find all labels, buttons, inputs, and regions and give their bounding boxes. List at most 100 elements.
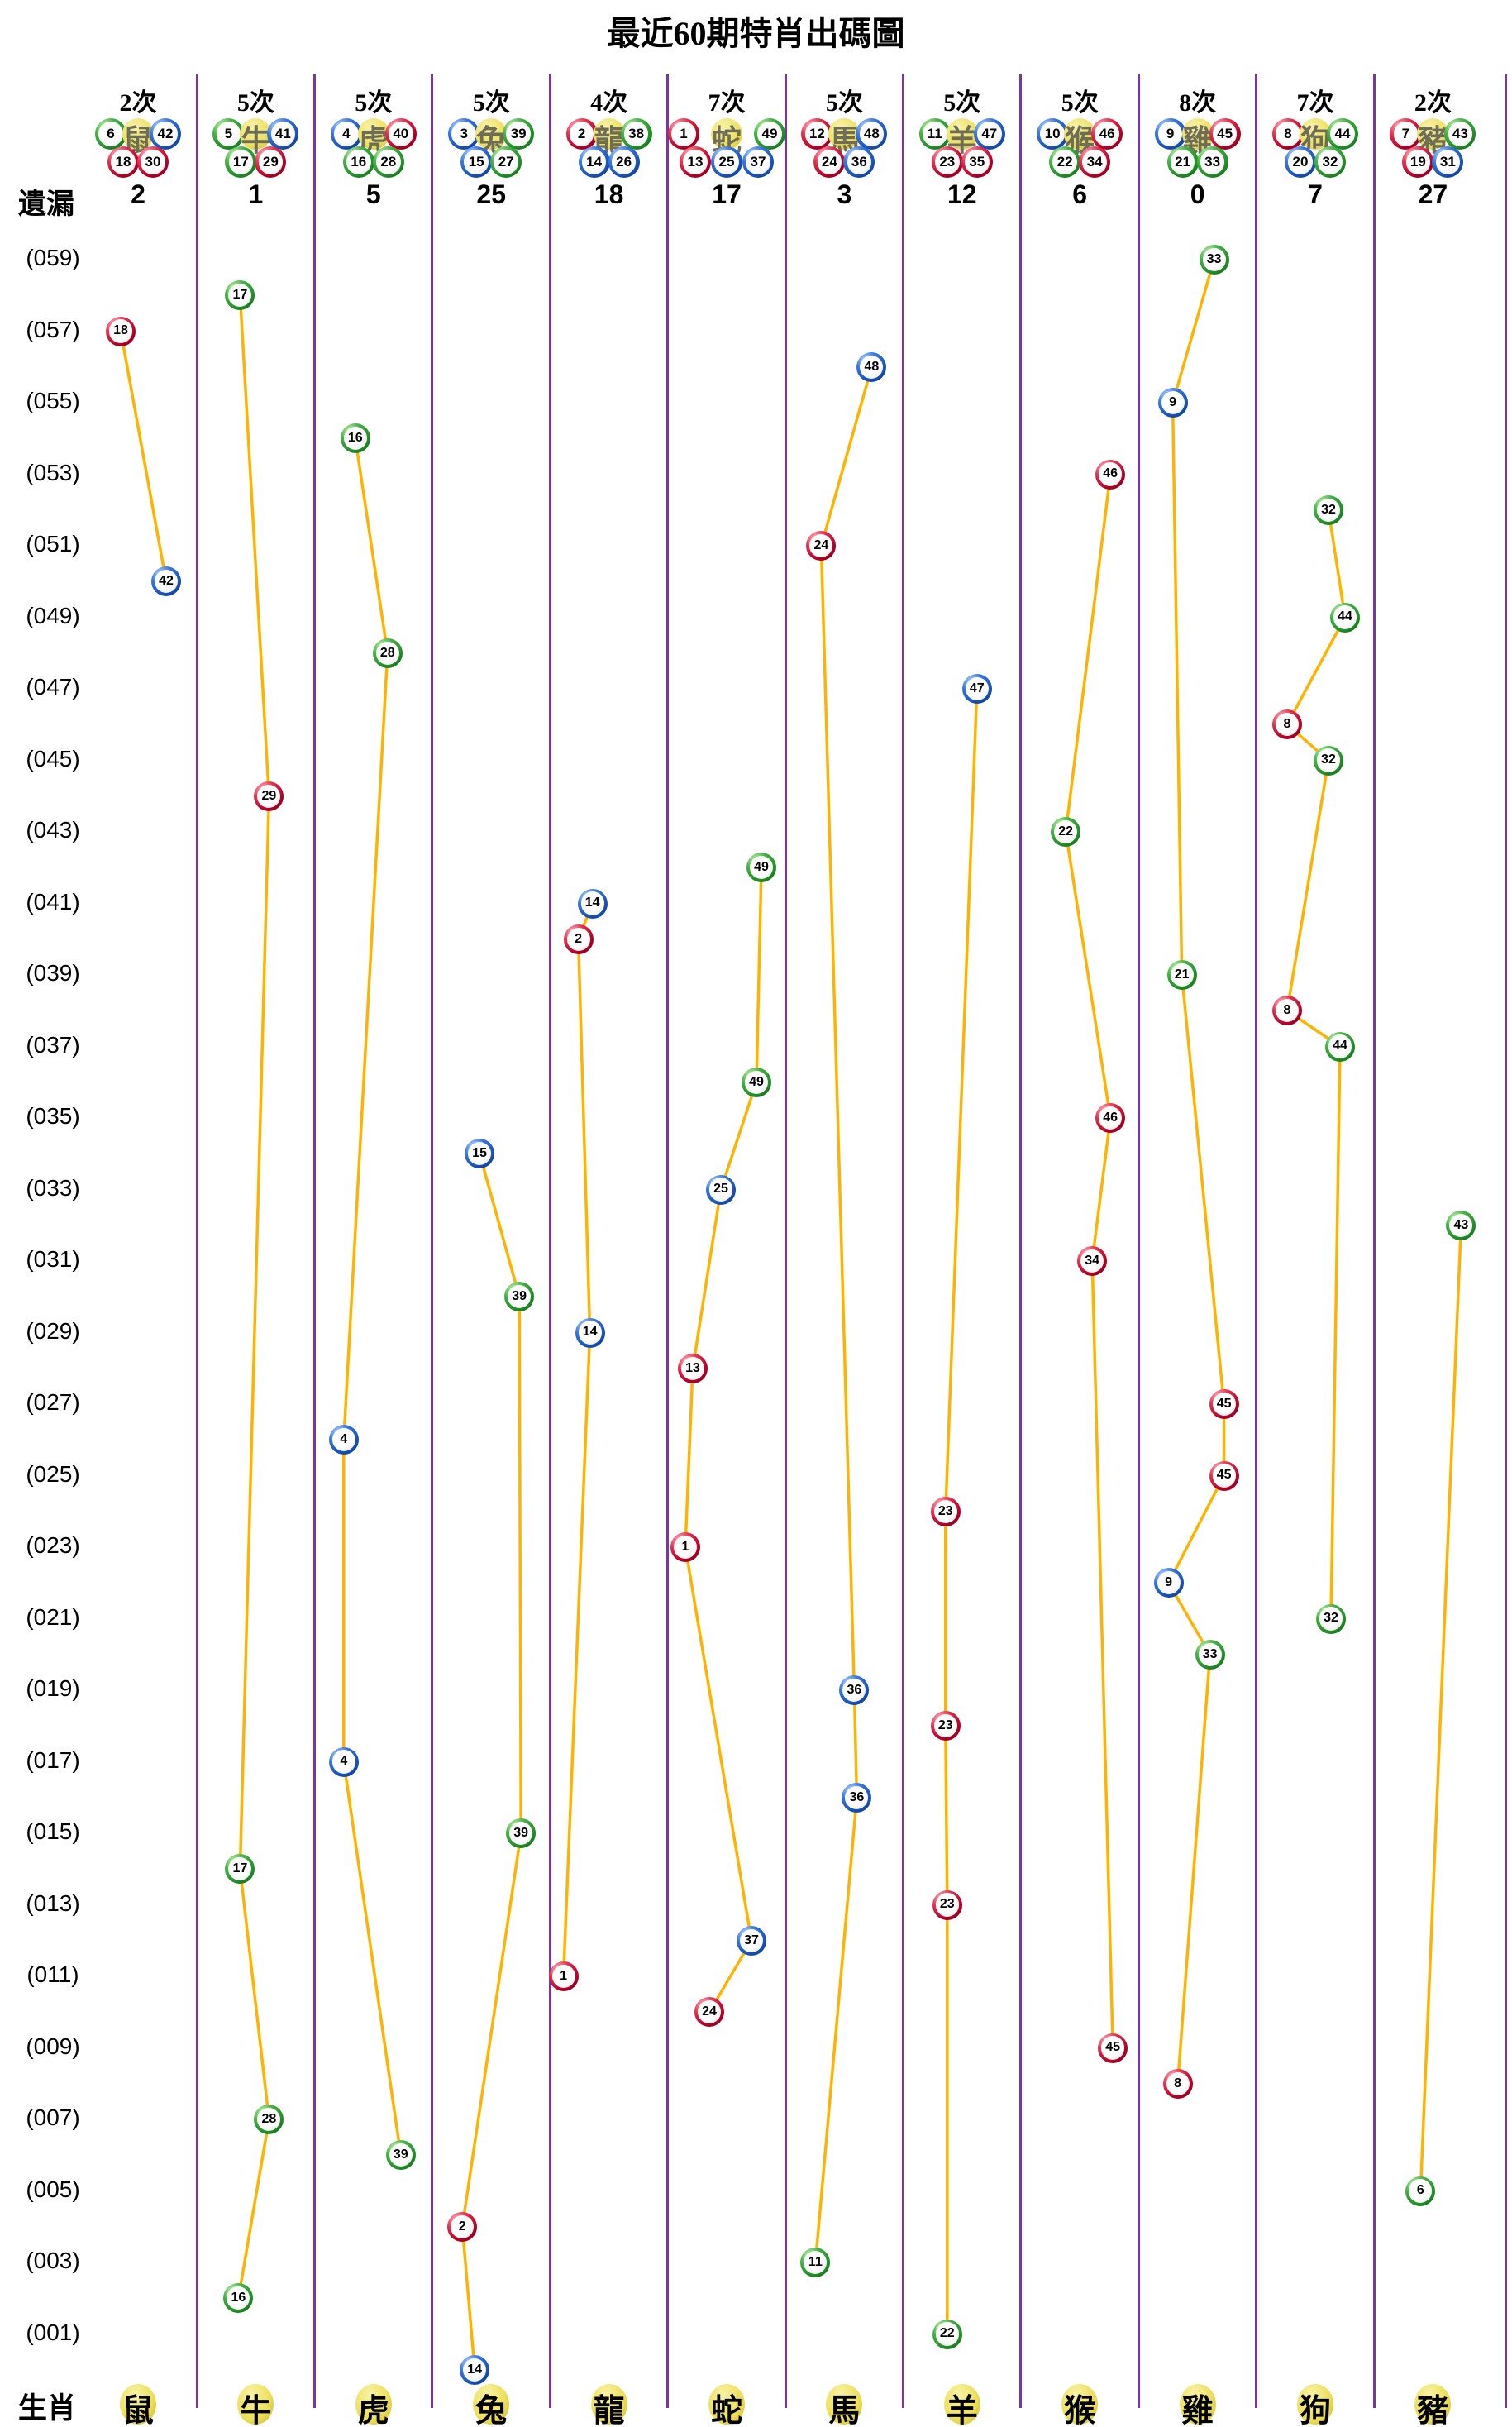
trend-line-馬 (813, 365, 874, 2264)
trend-line-龍 (561, 901, 594, 1978)
lottery-ball: 2 (565, 118, 598, 150)
column-separator (195, 74, 198, 2408)
lottery-ball: 36 (839, 1675, 870, 1705)
zodiac-header-兔: 兔 (472, 115, 510, 157)
zodiac-footer-badge (1297, 2384, 1333, 2425)
missing-count: 12 (947, 179, 977, 209)
column-separator (548, 74, 551, 2408)
lottery-ball: 14 (460, 2354, 490, 2385)
ball-number: 46 (1099, 1106, 1123, 1130)
ball-number: 33 (1202, 247, 1226, 272)
trend-line-鼠 (119, 329, 168, 583)
ball-number: 43 (1448, 122, 1473, 146)
zodiac-footer-badge (237, 2384, 274, 2425)
ball-number: 35 (964, 150, 990, 174)
lottery-ball: 22 (932, 2319, 962, 2349)
draw-count-label: 2次 (1414, 89, 1452, 117)
ball-number: 9 (1161, 390, 1185, 415)
period-label: (037) (26, 1031, 80, 1058)
zodiac-footer-badge (943, 2384, 980, 2425)
lottery-ball: 43 (1444, 118, 1476, 150)
lottery-ball: 7 (1390, 118, 1422, 150)
zodiac-header-badge (711, 118, 742, 150)
ball-number: 25 (714, 150, 739, 174)
column-separator (666, 74, 670, 2408)
column-separator (1505, 74, 1507, 2408)
trend-line-虎 (342, 437, 403, 2157)
lottery-ball: 23 (930, 1711, 961, 1741)
lottery-ball: 1 (668, 118, 699, 150)
lottery-ball: 19 (1402, 146, 1434, 178)
zodiac-header-badge (357, 118, 389, 150)
period-label: (049) (26, 602, 80, 628)
lottery-ball: 49 (746, 853, 776, 883)
lottery-ball: 5 (212, 118, 245, 150)
lottery-ball: 39 (385, 2140, 416, 2171)
period-label: (035) (26, 1103, 80, 1129)
zodiac-footer-牛: 牛 (236, 2382, 274, 2427)
ball-number: 7 (1393, 122, 1419, 146)
ball-number: 45 (1212, 122, 1238, 146)
ball-number: 23 (933, 1714, 957, 1738)
lottery-ball: 29 (255, 146, 287, 178)
ball-number: 17 (228, 1857, 252, 1881)
ball-number: 16 (346, 150, 371, 174)
lottery-ball: 23 (932, 1890, 962, 1920)
zodiac-footer-龍: 龍 (590, 2382, 628, 2427)
lottery-ball: 28 (254, 2105, 284, 2134)
ball-number: 2 (566, 927, 590, 951)
lottery-ball: 17 (225, 1854, 255, 1885)
ball-number: 44 (1328, 1034, 1352, 1058)
zodiac-header-badge (1417, 118, 1449, 150)
lottery-ball: 16 (342, 146, 374, 178)
period-label: (031) (26, 1246, 80, 1272)
zodiac-footer-char: 蛇 (710, 2394, 742, 2427)
lottery-ball: 45 (1098, 2033, 1128, 2063)
ball-number: 11 (804, 2250, 828, 2275)
missing-count: 17 (712, 179, 742, 209)
zodiac-footer-badge (355, 2384, 392, 2425)
zodiac-header-badge (122, 118, 154, 150)
lottery-ball: 46 (1095, 1103, 1126, 1133)
period-label: (059) (26, 245, 80, 270)
ball-number: 25 (708, 1178, 733, 1202)
ball-number: 30 (141, 150, 165, 174)
zodiac-footer-char: 狗 (1299, 2394, 1331, 2427)
zodiac-footer-兔: 兔 (472, 2382, 510, 2427)
ball-number: 48 (859, 122, 885, 146)
zodiac-footer-蛇: 蛇 (708, 2382, 746, 2427)
lottery-ball: 24 (813, 146, 846, 178)
zodiac-footer-char: 龍 (593, 2394, 625, 2427)
lottery-ball: 20 (1285, 146, 1316, 178)
lottery-ball: 45 (1209, 118, 1241, 150)
draw-count-label: 2次 (119, 89, 157, 117)
ball-number: 22 (1052, 150, 1077, 174)
zodiac-footer-badge (1179, 2384, 1216, 2425)
ball-number: 44 (1330, 122, 1355, 146)
zodiac-footer-badge (826, 2384, 863, 2425)
lottery-ball: 39 (506, 1818, 537, 1848)
ball-number: 39 (509, 1821, 533, 1846)
ball-number: 22 (935, 2322, 959, 2346)
zodiac-footer-char: 兔 (475, 2394, 508, 2427)
zodiac-header-badge (828, 118, 861, 150)
missing-count: 7 (1308, 179, 1323, 209)
lottery-ball: 34 (1079, 146, 1111, 178)
lottery-ball: 4 (330, 118, 362, 150)
ball-number: 16 (343, 427, 367, 451)
lottery-ball: 9 (1154, 118, 1186, 150)
period-label: (013) (26, 1890, 80, 1916)
lottery-ball: 30 (137, 146, 169, 178)
trend-line-牛 (236, 294, 271, 2300)
ball-number: 8 (1276, 122, 1300, 146)
lottery-ball: 32 (1316, 1603, 1346, 1634)
lottery-ball: 42 (151, 566, 181, 597)
lottery-ball: 14 (578, 146, 610, 178)
ball-number: 1 (671, 122, 696, 146)
zodiac-footer-char: 牛 (240, 2394, 272, 2427)
lottery-ball: 2 (447, 2211, 478, 2242)
lottery-ball: 9 (1157, 388, 1188, 418)
period-label: (047) (26, 674, 80, 700)
